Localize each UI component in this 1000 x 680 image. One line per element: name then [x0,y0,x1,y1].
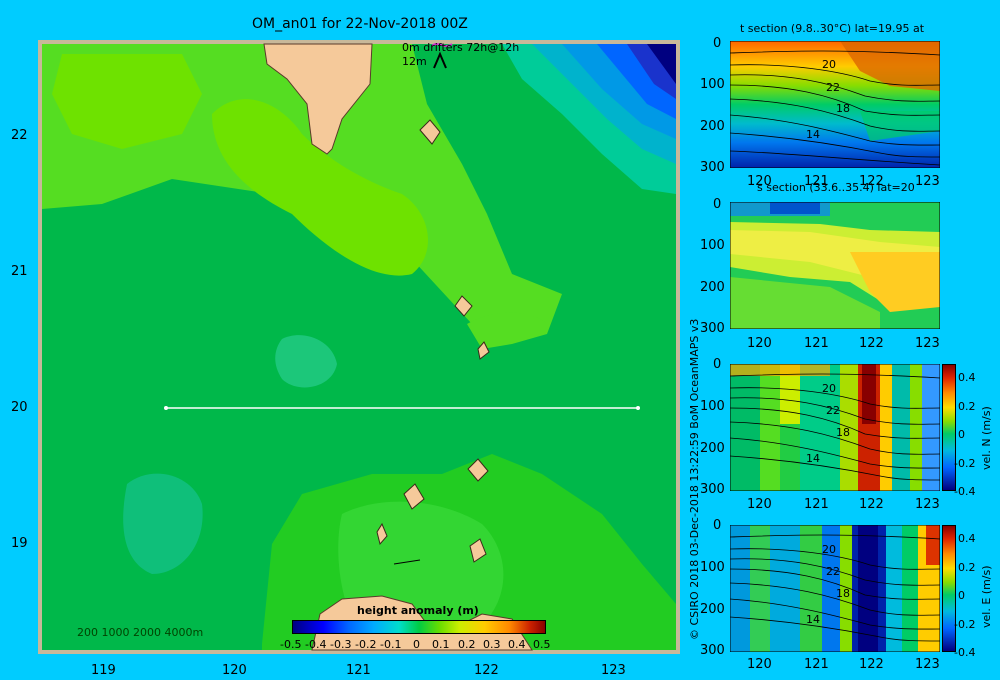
t-section-panel [730,41,940,168]
map-x-tick: 123 [601,663,626,678]
colorbar-title: height anomaly (m) [357,604,479,617]
drifter-legend-1: 0m drifters 72h@12h [402,41,520,54]
cbar-tick: -0.4 [305,638,327,651]
map-y-tick: 22 [11,128,28,143]
map-x-tick: 120 [222,663,247,678]
land-taiwan [263,43,373,155]
s-section-title: s section (33.6..35.4) lat=20 [757,181,915,194]
vel-e-label: vel. E (m/s) [980,565,993,628]
vel-e-colorbar [942,525,956,652]
t-y-tick: 200 [700,119,725,134]
vn-x-tick: 121 [804,497,829,512]
height-anomaly-colorbar [292,620,546,634]
ve-cbar-tick: 0.4 [958,532,976,545]
vn-x-tick: 120 [747,497,772,512]
cbar-tick: 0.4 [508,638,526,651]
vel-n-section-panel [730,364,940,491]
ve-x-tick: 122 [859,657,884,672]
cbar-tick: 0.2 [458,638,476,651]
cbar-tick: -0.1 [380,638,402,651]
t-x-tick: 121 [804,174,829,189]
credit-text: © CSIRO 2018 03-Dec-2018 13:22:59 BoM Oc… [688,318,701,640]
s-section-panel [730,202,940,329]
vn-y-tick: 200 [700,441,725,456]
t-y-tick: 100 [700,77,725,92]
t-contour-label: 22 [826,81,840,94]
t-x-tick: 123 [915,174,940,189]
s-x-tick: 122 [859,336,884,351]
s-y-tick: 300 [700,321,725,336]
ve-contour-label: 20 [822,543,836,556]
vn-y-tick: 300 [700,482,725,497]
cbar-tick: -0.5 [280,638,302,651]
ve-x-tick: 121 [804,657,829,672]
cbar-tick: 0.1 [432,638,450,651]
s-x-tick: 121 [804,336,829,351]
ve-y-tick: 100 [700,560,725,575]
vn-x-tick: 122 [859,497,884,512]
vn-cbar-tick: -0.2 [954,457,976,470]
ve-x-tick: 123 [915,657,940,672]
vel-n-label: vel. N (m/s) [980,406,993,470]
ve-cbar-tick: 0 [958,589,965,602]
vel-e-section-panel [730,525,940,652]
ve-x-tick: 120 [747,657,772,672]
vn-y-tick: 100 [700,399,725,414]
island-1 [419,119,441,145]
drifter-legend-2: 12m [402,55,427,68]
map-y-tick: 20 [11,400,28,415]
ve-y-tick: 0 [713,518,722,533]
cbar-tick: 0 [413,638,420,651]
t-y-tick: 300 [700,160,725,175]
vn-contour-label: 14 [806,452,820,465]
ve-contour-label: 14 [806,613,820,626]
ve-cbar-tick: -0.4 [954,646,976,659]
t-y-tick: 0 [713,36,722,51]
vn-cbar-tick: 0 [958,428,965,441]
map-title: OM_an01 for 22-Nov-2018 00Z [252,16,468,32]
vn-contour-label: 22 [826,404,840,417]
ve-contour-label: 18 [836,587,850,600]
drifter-legend-icon [431,43,453,69]
map-y-tick: 21 [11,264,28,279]
ve-contour-label: 22 [826,565,840,578]
ve-y-tick: 200 [700,602,725,617]
vn-cbar-tick: 0.4 [958,371,976,384]
cbar-tick: 0.5 [533,638,551,651]
height-anomaly-map [38,40,680,654]
vn-contour-label: 20 [822,382,836,395]
s-x-tick: 120 [747,336,772,351]
t-x-tick: 122 [859,174,884,189]
s-y-tick: 200 [700,280,725,295]
cbar-tick: -0.3 [330,638,352,651]
vn-y-tick: 0 [713,357,722,372]
vn-cbar-tick: -0.4 [954,485,976,498]
vn-cbar-tick: 0.2 [958,400,976,413]
ve-cbar-tick: 0.2 [958,561,976,574]
t-section-title: t section (9.8..30°C) lat=19.95 at [740,22,925,35]
t-x-tick: 120 [747,174,772,189]
t-contour-label: 20 [822,58,836,71]
vn-x-tick: 123 [915,497,940,512]
map-y-tick: 19 [11,536,28,551]
cbar-tick: 0.3 [483,638,501,651]
map-x-tick: 121 [346,663,371,678]
map-x-tick: 119 [91,663,116,678]
s-x-tick: 123 [915,336,940,351]
t-contour-label: 18 [836,102,850,115]
ve-y-tick: 300 [700,643,725,658]
s-y-tick: 100 [700,238,725,253]
t-contours [730,50,940,166]
ve-cbar-tick: -0.2 [954,618,976,631]
map-x-tick: 122 [474,663,499,678]
depth-scale: 200 1000 2000 4000m [77,626,204,639]
t-contour-label: 14 [806,128,820,141]
s-y-tick: 0 [713,197,722,212]
cbar-tick: -0.2 [355,638,377,651]
vel-n-colorbar [942,364,956,491]
field-teal-pocket [275,335,337,388]
vn-contour-label: 18 [836,426,850,439]
